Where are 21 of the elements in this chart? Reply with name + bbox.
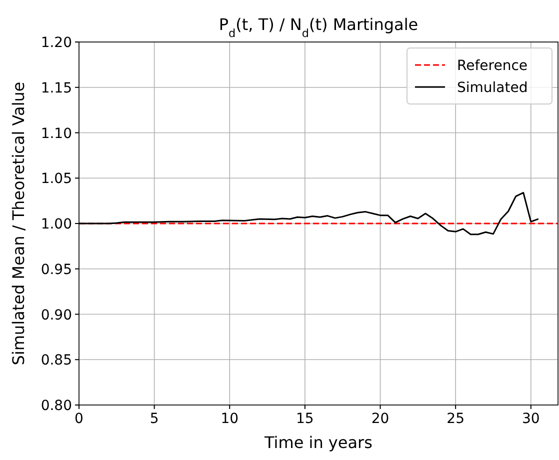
y-tick-label: 1.10 xyxy=(40,126,72,142)
legend-label: Reference xyxy=(457,58,528,74)
y-tick-label: 0.90 xyxy=(40,307,72,324)
x-tick-label: 0 xyxy=(74,411,84,427)
y-tick-label: 1.00 xyxy=(40,216,72,232)
chart-title: P$_{d}$(t, T) / N$_{d}$(t) Martingale xyxy=(218,15,418,40)
y-tick-label: 0.80 xyxy=(40,398,72,414)
y-tick-label: 0.95 xyxy=(40,262,72,278)
x-axis-title: Time in years xyxy=(264,433,372,452)
legend-label: Simulated xyxy=(457,80,528,96)
x-tick-label: 10 xyxy=(220,411,239,427)
y-tick-label: 0.85 xyxy=(40,352,72,369)
x-tick-label: 30 xyxy=(522,411,540,427)
x-tick-label: 25 xyxy=(446,411,464,427)
y-tick-label: 1.05 xyxy=(40,171,72,188)
x-tick-label: 20 xyxy=(371,411,390,427)
x-tick-label: 5 xyxy=(150,411,159,427)
y-tick-label: 1.20 xyxy=(40,35,72,51)
x-tick-label: 15 xyxy=(296,411,314,427)
y-axis-title: Simulated Mean / Theoretical Value xyxy=(9,82,28,366)
y-tick-label: 1.15 xyxy=(40,80,72,96)
